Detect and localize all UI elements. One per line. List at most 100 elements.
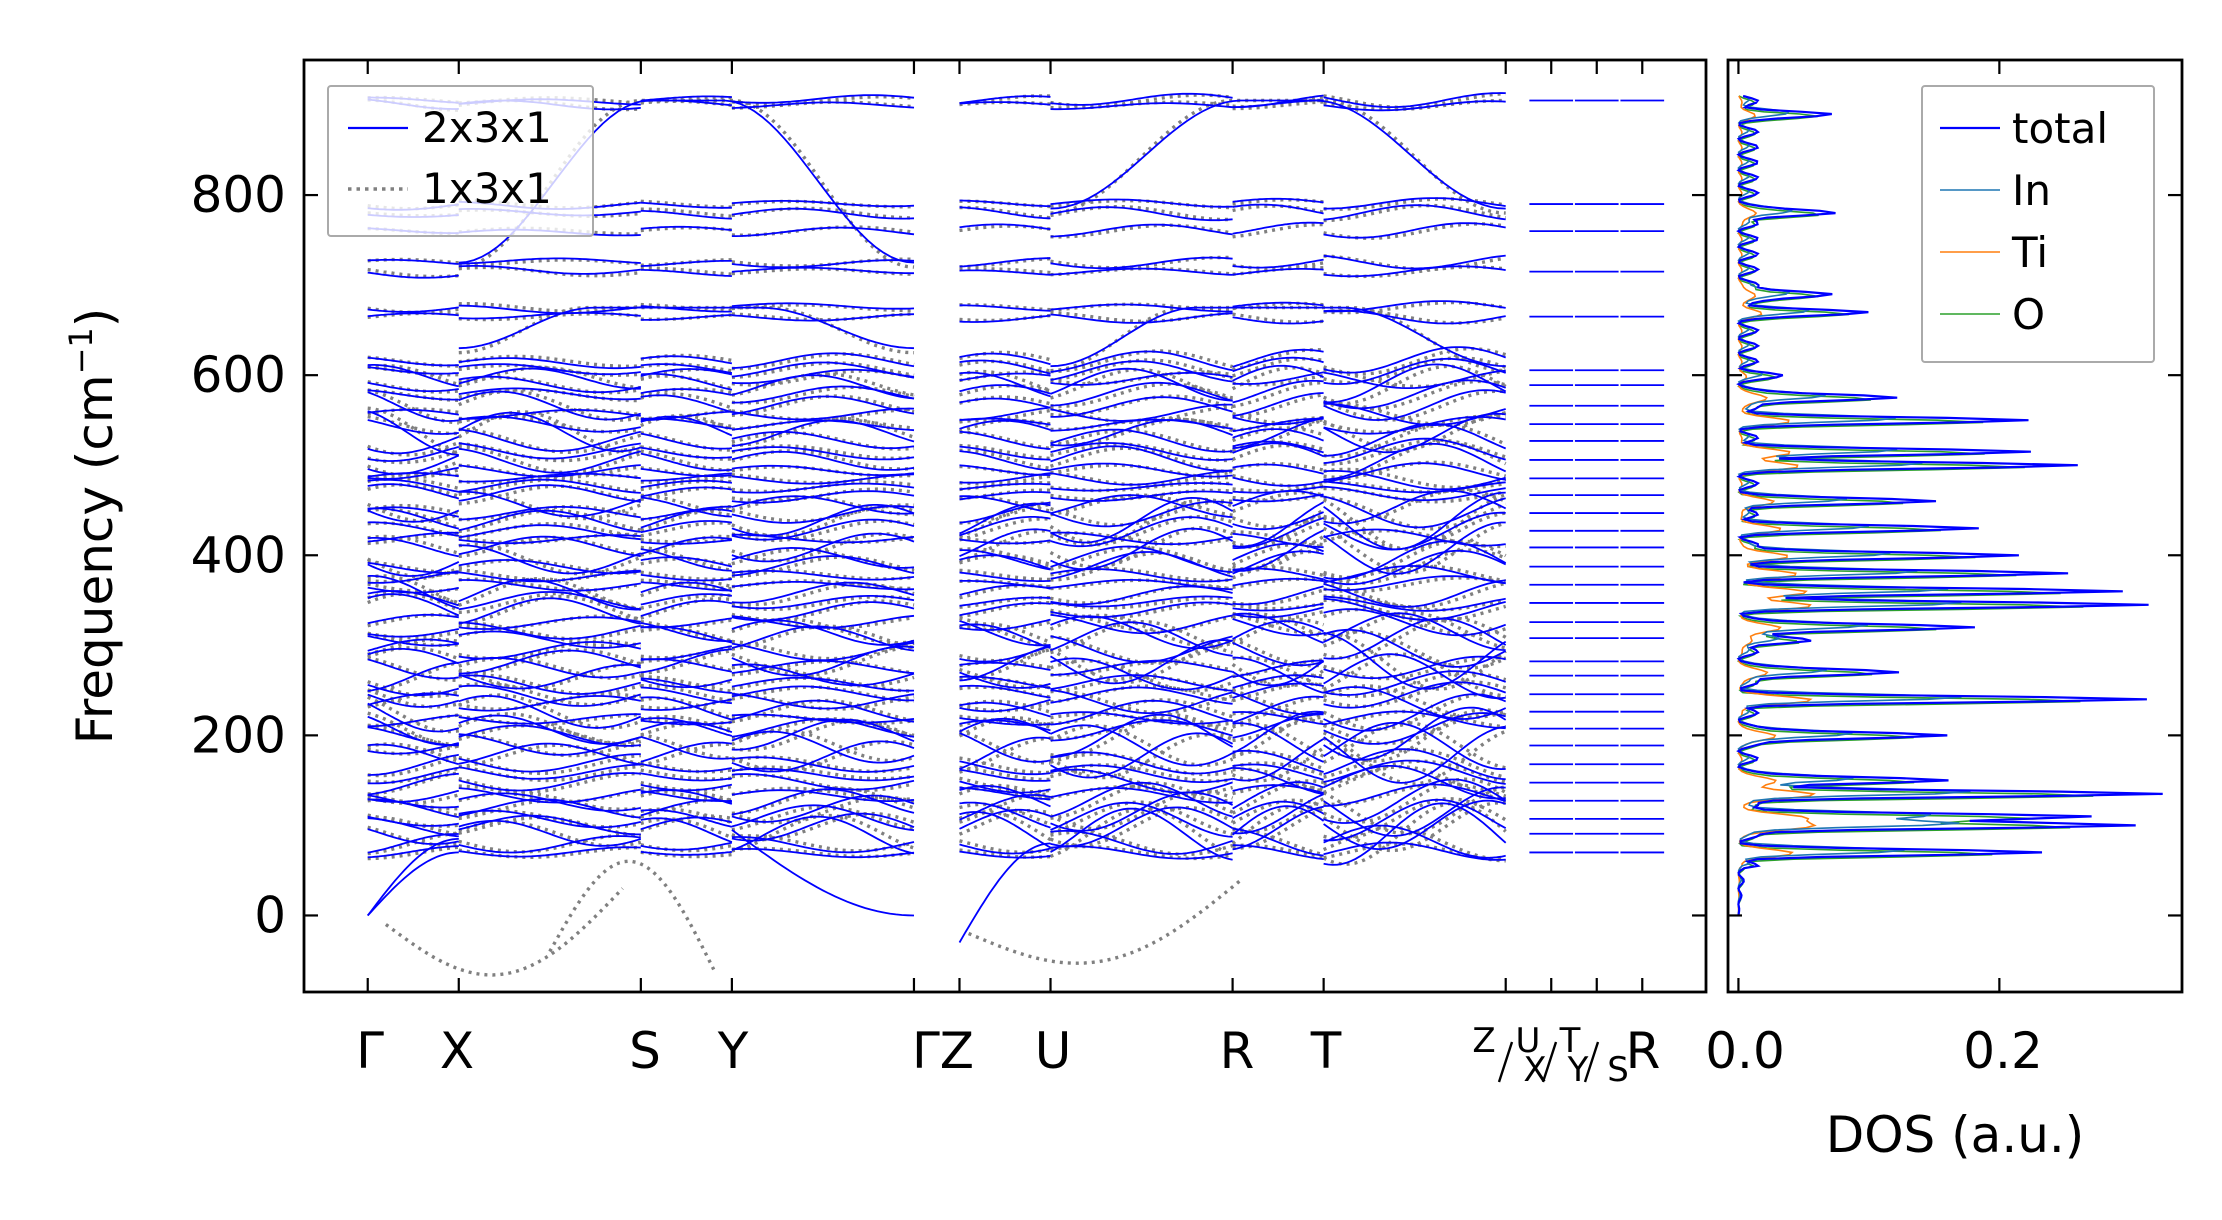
- band-2x3x1-276: [959, 528, 1051, 558]
- dos-tick-label-0.2: 0.2: [1963, 1022, 2043, 1080]
- band-2x3x1-311: [1323, 495, 1506, 529]
- band-2x3x1-221: [1050, 601, 1233, 619]
- band-2x3x1-109: [1050, 713, 1234, 758]
- band-2x3x1-239: [1323, 579, 1506, 608]
- band-2x3x1-255: [1323, 565, 1506, 585]
- band-2x3x1-89: [458, 742, 641, 766]
- band-2x3x1-509: [1050, 102, 1233, 111]
- band-2x3x1-320: [367, 483, 460, 500]
- band-2x3x1-445: [1050, 350, 1233, 373]
- band-2x3x1-134: [1232, 695, 1324, 724]
- band-2x3x1-494: [1232, 203, 1324, 215]
- band-2x3x1-419: [731, 374, 915, 400]
- band-2x3x1-396: [959, 406, 1051, 421]
- band-2x3x1-420: [959, 371, 1051, 398]
- band-2x3x1-132: [959, 701, 1051, 718]
- band-2x3x1-244: [959, 580, 1051, 589]
- band-2x3x1-508: [959, 101, 1051, 106]
- band-2x3x1-153: [458, 674, 642, 695]
- band-1x3x1-479: [1323, 254, 1506, 271]
- kpoint-separator-3: [1583, 1041, 1600, 1083]
- band-2x3x1-357: [1050, 445, 1233, 472]
- band-2x3x1-325: [1050, 490, 1233, 502]
- band-1x3x1-270: [1231, 542, 1325, 567]
- band-2x3x1-12: [959, 843, 1051, 855]
- band-2x3x1-182: [1232, 660, 1325, 687]
- band-1x3x1-255: [1323, 564, 1507, 585]
- band-2x3x1-437: [1050, 360, 1233, 383]
- band-1x3x1-301: [1049, 497, 1234, 545]
- band-1x3x1-95: [1322, 729, 1507, 786]
- band-2x3x1-70: [1232, 767, 1324, 796]
- band-2x3x1-100: [959, 732, 1051, 763]
- band-2x3x1-456: [367, 306, 459, 313]
- band-1x3x1-213: [1050, 611, 1233, 634]
- band-2x3x1-385: [458, 415, 641, 433]
- band-2x3x1-370: [640, 432, 732, 450]
- band-1x3x1-54: [1231, 779, 1324, 815]
- band-1x3x1-193: [458, 628, 642, 648]
- series-2x3x1: [366, 92, 1665, 943]
- band-2x3x1-288: [367, 521, 459, 537]
- band-2x3x1-69: [1050, 768, 1233, 794]
- band-hump-2x3x1-2: [1050, 99, 1506, 210]
- band-2x3x1-129: [458, 694, 642, 729]
- band-1x3x1-443: [731, 352, 915, 371]
- acoustic-branch-0: [366, 838, 459, 917]
- band-2x3x1-87: [1323, 748, 1506, 781]
- band-2x3x1-130: [640, 696, 733, 721]
- band-2x3x1-438: [1232, 356, 1324, 373]
- band-2x3x1-447: [1323, 346, 1507, 374]
- band-1x3x1-57: [458, 784, 642, 804]
- band-panel-frame: [302, 58, 1708, 994]
- band-2x3x1-63: [1323, 783, 1506, 807]
- band-2x3x1-249: [458, 569, 641, 583]
- band-2x3x1-362: [640, 446, 732, 459]
- band-2x3x1-175: [1323, 655, 1506, 679]
- band-2x3x1-4: [959, 850, 1051, 859]
- band-2x3x1-455: [1323, 309, 1506, 325]
- band-2x3x1-412: [959, 384, 1051, 395]
- band-2x3x1-406: [1232, 392, 1324, 417]
- band-2x3x1-42: [640, 799, 733, 817]
- band-1x3x1-401: [458, 389, 642, 422]
- band-2x3x1-68: [959, 780, 1051, 794]
- band-2x3x1-96: [367, 742, 459, 755]
- band-2x3x1-26: [640, 816, 733, 831]
- band-2x3x1-493: [1050, 206, 1233, 222]
- band-1x3x1-22: [1231, 803, 1325, 845]
- band-2x3x1-323: [731, 490, 915, 504]
- band-1x3x1-231: [1323, 594, 1507, 612]
- band-legend: 2x3x1 1x3x1: [327, 85, 594, 237]
- band-2x3x1-268: [959, 549, 1051, 571]
- band-2x3x1-165: [1050, 657, 1233, 691]
- band-2x3x1-398: [1232, 416, 1324, 426]
- band-1x3x1-469: [1050, 266, 1233, 277]
- band-2x3x1-66: [640, 783, 733, 792]
- band-2x3x1-146: [640, 686, 732, 705]
- band-2x3x1-433: [458, 363, 641, 376]
- band-1x3x1-253: [1050, 567, 1233, 583]
- freq-tick-label-400: 400: [191, 526, 286, 584]
- band-2x3x1-416: [367, 381, 459, 393]
- frequency-axis: 0 200 400 600 800: [191, 166, 1706, 944]
- legend-label-2x3x1: 2x3x1: [422, 103, 552, 152]
- band-1x3x1-429: [1050, 370, 1233, 386]
- band-2x3x1-183: [1323, 631, 1507, 690]
- band-2x3x1-495: [1323, 204, 1506, 221]
- band-2x3x1-332: [959, 482, 1051, 491]
- band-2x3x1-61: [1050, 787, 1233, 804]
- band-2x3x1-193: [458, 630, 641, 649]
- band-2x3x1-392: [367, 409, 459, 416]
- band-2x3x1-442: [640, 355, 733, 365]
- band-2x3x1-300: [959, 502, 1051, 535]
- band-1x3x1-67: [731, 773, 915, 793]
- band-2x3x1-79: [1323, 759, 1506, 785]
- band-2x3x1-102: [1232, 722, 1324, 763]
- band-2x3x1-155: [731, 676, 915, 692]
- band-2x3x1-448: [367, 312, 459, 318]
- band-2x3x1-435: [731, 361, 915, 378]
- band-2x3x1-490: [640, 209, 732, 220]
- band-2x3x1-331: [731, 482, 915, 494]
- band-2x3x1-245: [1050, 579, 1233, 591]
